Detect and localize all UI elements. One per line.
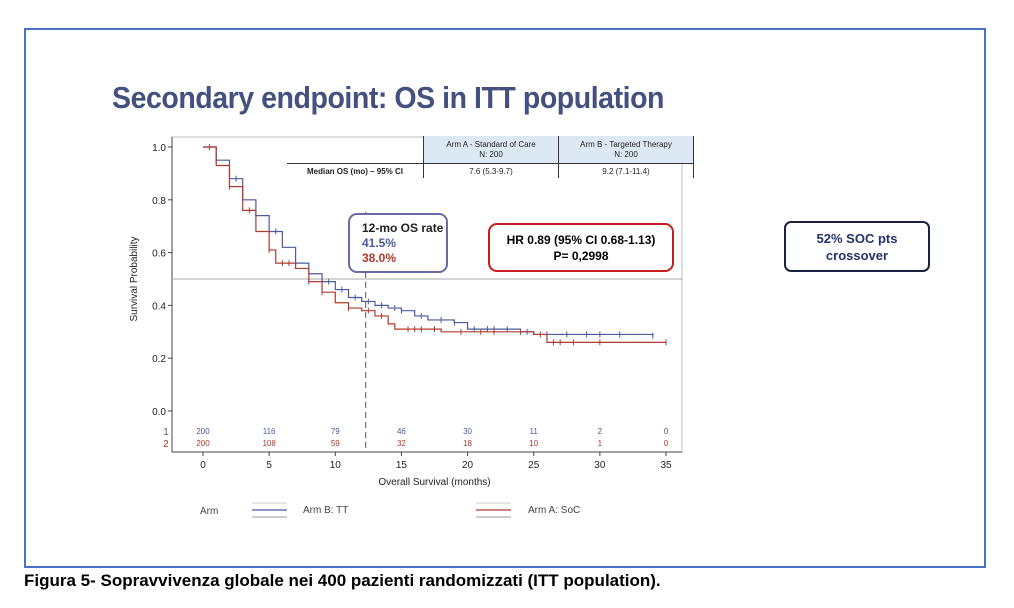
x-axis-label: Overall Survival (months) bbox=[378, 477, 490, 488]
y-tick-label: 1.0 bbox=[152, 143, 166, 154]
legend-label: Arm B: TT bbox=[303, 505, 348, 516]
at-risk-count: 32 bbox=[397, 439, 406, 448]
header-arm-b-n: N: 200 bbox=[614, 149, 638, 159]
at-risk-count: 200 bbox=[196, 439, 210, 448]
y-tick-label: 0.6 bbox=[152, 249, 166, 260]
os12-rate-box: 12-mo OS rate 41.5% 38.0% bbox=[348, 213, 448, 273]
at-risk-arm-code: 2 bbox=[163, 439, 169, 450]
km-curve-arm-a bbox=[203, 146, 666, 343]
os12-arm-a: 38.0% bbox=[362, 251, 397, 265]
slide-title: Secondary endpoint: OS in ITT population bbox=[112, 80, 664, 115]
at-risk-count: 2 bbox=[598, 427, 603, 436]
figure-frame bbox=[24, 28, 986, 568]
y-tick-label: 0.0 bbox=[152, 407, 166, 418]
at-risk-count: 11 bbox=[530, 427, 539, 436]
median-arm-b: 9.2 (7.1-11.4) bbox=[558, 163, 694, 178]
os12-arm-b: 41.5% bbox=[362, 236, 397, 250]
hr-text: HR 0.89 (95% CI 0.68-1.13) bbox=[506, 233, 656, 247]
at-risk-count: 59 bbox=[331, 439, 340, 448]
crossover-box: 52% SOC pts crossover bbox=[784, 221, 930, 272]
crossover-line1: 52% SOC pts bbox=[816, 231, 898, 246]
at-risk-count: 46 bbox=[397, 427, 406, 436]
at-risk-count: 200 bbox=[196, 427, 210, 436]
y-tick-label: 0.8 bbox=[152, 196, 166, 207]
at-risk-count: 0 bbox=[664, 427, 669, 436]
row-label: Median OS (mo) – 95% CI bbox=[287, 163, 424, 178]
at-risk-arm-code: 1 bbox=[163, 427, 169, 438]
at-risk-count: 108 bbox=[262, 439, 276, 448]
os12-label: 12-mo OS rate bbox=[362, 221, 444, 235]
x-tick-label: 10 bbox=[330, 460, 342, 471]
header-arm-a-n: N: 200 bbox=[479, 149, 503, 159]
at-risk-count: 18 bbox=[463, 439, 472, 448]
at-risk-count: 1 bbox=[598, 439, 603, 448]
at-risk-count: 116 bbox=[263, 427, 276, 436]
y-tick-label: 0.4 bbox=[152, 301, 166, 312]
hazard-ratio-box: HR 0.89 (95% CI 0.68-1.13) P= 0,2998 bbox=[488, 223, 674, 272]
x-tick-label: 35 bbox=[660, 460, 672, 471]
at-risk-count: 79 bbox=[331, 427, 340, 436]
crossover-line2: crossover bbox=[825, 248, 889, 263]
y-axis-label: Survival Probability bbox=[129, 236, 140, 321]
legend-title: Arm bbox=[200, 506, 218, 517]
p-value: P= 0,2998 bbox=[553, 249, 609, 263]
plot-area bbox=[171, 136, 683, 453]
x-tick-label: 20 bbox=[462, 460, 474, 471]
at-risk-count: 0 bbox=[664, 439, 669, 448]
median-arm-a: 7.6 (5.3-9.7) bbox=[423, 163, 559, 178]
header-arm-b: Arm B - Targeted Therapy bbox=[580, 139, 672, 149]
at-risk-count: 30 bbox=[463, 427, 472, 436]
x-tick-label: 5 bbox=[266, 460, 272, 471]
y-tick-label: 0.2 bbox=[152, 354, 166, 365]
header-arm-a: Arm A - Standard of Care bbox=[446, 139, 536, 149]
x-tick-label: 0 bbox=[200, 460, 206, 471]
km-curve-arm-b bbox=[203, 146, 654, 336]
x-tick-label: 25 bbox=[528, 460, 540, 471]
median-os-table: Arm A - Standard of Care N: 200 Arm B - T… bbox=[287, 136, 694, 178]
figure-caption: Figura 5- Sopravvivenza globale nei 400 … bbox=[24, 571, 661, 590]
x-tick-label: 30 bbox=[594, 460, 606, 471]
at-risk-count: 10 bbox=[529, 439, 538, 448]
legend-label: Arm A: SoC bbox=[528, 505, 580, 516]
x-tick-label: 15 bbox=[396, 460, 408, 471]
